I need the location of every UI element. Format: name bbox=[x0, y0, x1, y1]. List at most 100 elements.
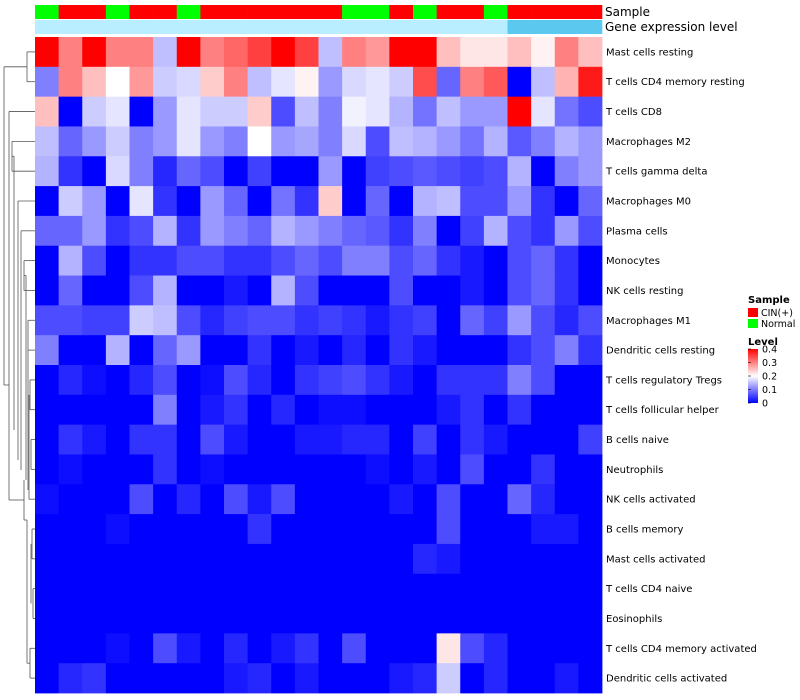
heatmap-cell bbox=[294, 514, 319, 545]
expression-annotation-cell bbox=[176, 20, 201, 34]
heatmap-cell bbox=[365, 454, 390, 485]
heatmap-cell bbox=[413, 514, 438, 545]
heatmap-cell bbox=[176, 275, 201, 306]
heatmap-cell bbox=[578, 66, 603, 98]
expression-annotation-cell bbox=[153, 20, 178, 34]
heatmap-cell bbox=[129, 96, 154, 127]
heatmap-cell bbox=[247, 335, 272, 366]
heatmap-cell bbox=[247, 126, 272, 157]
sample-annotation-cell bbox=[82, 5, 107, 19]
heatmap-cell bbox=[318, 275, 343, 306]
heatmap-cell bbox=[176, 37, 201, 68]
heatmap-cell bbox=[554, 37, 579, 68]
heatmap-cell bbox=[531, 37, 556, 68]
heatmap-cell bbox=[200, 603, 225, 634]
heatmap-cell bbox=[507, 37, 532, 68]
heatmap-cell bbox=[129, 603, 154, 634]
heatmap-cell bbox=[58, 514, 83, 545]
heatmap-cell bbox=[129, 275, 154, 306]
heatmap-cell bbox=[200, 96, 225, 127]
heatmap-cell bbox=[58, 394, 83, 426]
heatmap-cell bbox=[389, 305, 414, 336]
heatmap-cell bbox=[413, 96, 438, 127]
heatmap-cell bbox=[554, 126, 579, 157]
heatmap-cell bbox=[389, 186, 414, 217]
heatmap-cell bbox=[153, 484, 178, 515]
heatmap-cell bbox=[483, 37, 508, 68]
heatmap-cell bbox=[318, 454, 343, 485]
heatmap-cell bbox=[247, 514, 272, 545]
heatmap-cell bbox=[318, 245, 343, 276]
heatmap-cell bbox=[389, 543, 414, 575]
heatmap-cell bbox=[365, 305, 390, 336]
heatmap-cell bbox=[294, 603, 319, 634]
heatmap-cell bbox=[483, 573, 508, 604]
expression-annotation-cell bbox=[294, 20, 319, 34]
heatmap-cell bbox=[129, 37, 154, 68]
heatmap-cell bbox=[578, 245, 603, 276]
heatmap-cell bbox=[318, 484, 343, 515]
expression-annotation-cell bbox=[483, 20, 508, 34]
heatmap-cell bbox=[365, 484, 390, 515]
heatmap-cell bbox=[389, 424, 414, 455]
heatmap-cell bbox=[58, 126, 83, 157]
heatmap-cell bbox=[413, 365, 438, 396]
heatmap-cell bbox=[365, 424, 390, 455]
heatmap-cell bbox=[200, 365, 225, 396]
heatmap-cell bbox=[105, 96, 130, 127]
annotation-label-sample: Sample bbox=[605, 5, 650, 19]
heatmap-cell bbox=[294, 663, 319, 694]
heatmap-cell bbox=[176, 156, 201, 187]
heatmap-cell bbox=[176, 245, 201, 276]
heatmap-cell bbox=[176, 186, 201, 217]
heatmap-cell bbox=[82, 96, 107, 127]
heatmap-cell bbox=[342, 335, 367, 366]
heatmap-cell bbox=[153, 633, 178, 664]
heatmap-cell bbox=[531, 275, 556, 306]
heatmap-cell bbox=[58, 603, 83, 634]
heatmap-cell bbox=[554, 633, 579, 664]
sample-annotation-cell bbox=[318, 5, 343, 19]
heatmap-cell bbox=[247, 424, 272, 455]
heatmap-cell bbox=[460, 305, 485, 336]
row-label: Monocytes bbox=[606, 256, 660, 267]
legend-level-tick-label: 0.4 bbox=[762, 345, 777, 356]
heatmap-cell bbox=[153, 245, 178, 276]
heatmap-cell bbox=[413, 454, 438, 485]
heatmap-cell bbox=[460, 454, 485, 485]
heatmap-cell bbox=[365, 335, 390, 366]
heatmap-cell bbox=[436, 275, 461, 306]
heatmap-cell bbox=[176, 215, 201, 247]
heatmap-cell bbox=[531, 66, 556, 98]
sample-annotation-cell bbox=[105, 5, 130, 19]
heatmap-cell bbox=[105, 156, 130, 187]
heatmap-cell bbox=[224, 633, 249, 664]
heatmap-cell bbox=[224, 424, 249, 455]
heatmap-cell bbox=[318, 543, 343, 575]
row-label: T cells gamma delta bbox=[605, 167, 707, 178]
row-label: T cells CD4 naive bbox=[605, 584, 692, 595]
expression-annotation-cell bbox=[318, 20, 343, 34]
expression-annotation-cell bbox=[389, 20, 414, 34]
heatmap-cell bbox=[531, 543, 556, 575]
heatmap-cell bbox=[105, 66, 130, 98]
heatmap-cell bbox=[82, 424, 107, 455]
heatmap-cell bbox=[507, 156, 532, 187]
heatmap-cell bbox=[200, 454, 225, 485]
heatmap-cell bbox=[365, 394, 390, 426]
heatmap-cell bbox=[176, 365, 201, 396]
heatmap-cell bbox=[82, 335, 107, 366]
heatmap-cell bbox=[436, 245, 461, 276]
heatmap-cell bbox=[554, 543, 579, 575]
heatmap-cell bbox=[318, 215, 343, 247]
heatmap-cell bbox=[35, 305, 60, 336]
heatmap-cell bbox=[129, 454, 154, 485]
heatmap-cell bbox=[224, 394, 249, 426]
heatmap-cell bbox=[460, 66, 485, 98]
heatmap-cell bbox=[413, 37, 438, 68]
heatmap-cell bbox=[554, 394, 579, 426]
heatmap-cell bbox=[35, 37, 60, 68]
heatmap-cell bbox=[58, 156, 83, 187]
heatmap-cell bbox=[271, 394, 296, 426]
heatmap-cell bbox=[82, 633, 107, 664]
